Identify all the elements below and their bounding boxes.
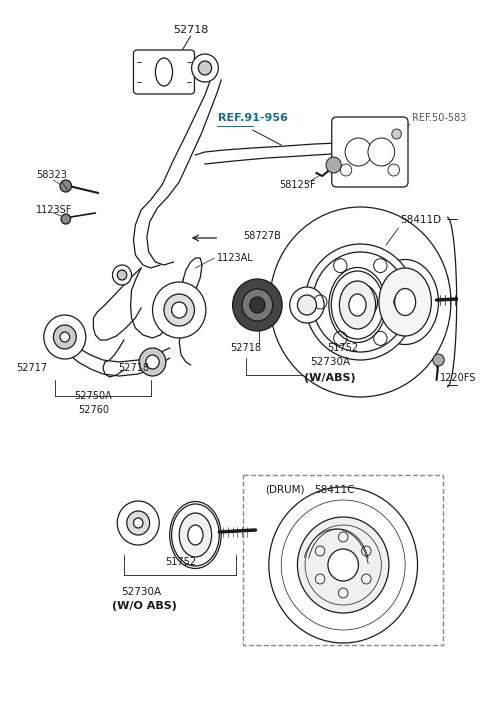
Text: (W/O ABS): (W/O ABS)	[112, 601, 177, 611]
Text: REF.50-583: REF.50-583	[412, 113, 466, 123]
Circle shape	[305, 244, 416, 360]
Text: 52718: 52718	[173, 25, 208, 35]
Ellipse shape	[339, 281, 375, 329]
Ellipse shape	[179, 513, 212, 557]
Circle shape	[290, 287, 324, 323]
Circle shape	[164, 294, 194, 326]
FancyBboxPatch shape	[133, 50, 194, 94]
Text: 1220FS: 1220FS	[441, 373, 477, 383]
Circle shape	[270, 207, 451, 397]
FancyBboxPatch shape	[332, 117, 408, 187]
Text: 58727B: 58727B	[243, 231, 281, 241]
Circle shape	[392, 129, 401, 139]
Circle shape	[171, 302, 187, 318]
Text: 52717: 52717	[16, 363, 48, 373]
Text: 52730A: 52730A	[310, 357, 350, 367]
Circle shape	[146, 355, 159, 369]
Text: 52760: 52760	[78, 405, 109, 415]
Circle shape	[433, 354, 444, 366]
Ellipse shape	[395, 289, 416, 316]
Text: 58411C: 58411C	[314, 485, 355, 495]
Circle shape	[61, 214, 71, 224]
Ellipse shape	[379, 268, 432, 336]
Circle shape	[60, 180, 72, 192]
Text: 58323: 58323	[36, 170, 67, 180]
Circle shape	[44, 315, 86, 359]
Circle shape	[298, 517, 389, 613]
FancyBboxPatch shape	[243, 475, 443, 645]
Circle shape	[345, 138, 372, 166]
Text: 52750A: 52750A	[74, 391, 112, 401]
Text: 58125F: 58125F	[279, 180, 316, 190]
Circle shape	[326, 157, 341, 173]
Ellipse shape	[171, 504, 219, 566]
Circle shape	[112, 265, 132, 285]
Circle shape	[298, 295, 316, 315]
Text: 1123SF: 1123SF	[36, 205, 72, 215]
Circle shape	[368, 138, 395, 166]
Circle shape	[117, 270, 127, 280]
Text: (DRUM): (DRUM)	[265, 485, 304, 495]
Circle shape	[198, 61, 212, 75]
Circle shape	[153, 282, 206, 338]
Ellipse shape	[156, 58, 172, 86]
Circle shape	[139, 348, 166, 376]
Text: 52718: 52718	[118, 363, 149, 373]
Ellipse shape	[349, 294, 366, 316]
Ellipse shape	[331, 271, 384, 339]
Circle shape	[242, 289, 273, 321]
Text: 51752: 51752	[166, 557, 197, 567]
Text: 52718: 52718	[230, 343, 262, 353]
Text: 52730A: 52730A	[121, 587, 161, 597]
Ellipse shape	[372, 259, 439, 345]
Circle shape	[127, 511, 150, 535]
Circle shape	[250, 297, 265, 313]
Ellipse shape	[188, 525, 203, 545]
Text: REF.91-956: REF.91-956	[218, 113, 288, 123]
Circle shape	[328, 549, 359, 581]
Circle shape	[60, 332, 70, 342]
Text: 51752: 51752	[328, 343, 359, 353]
Circle shape	[233, 279, 282, 331]
Text: 1123AL: 1123AL	[217, 253, 254, 263]
Text: (W/ABS): (W/ABS)	[304, 373, 356, 383]
Circle shape	[312, 252, 408, 352]
Circle shape	[53, 325, 76, 349]
Circle shape	[343, 284, 377, 320]
Text: 58411D: 58411D	[400, 215, 442, 225]
Circle shape	[192, 54, 218, 82]
Circle shape	[133, 518, 143, 528]
Circle shape	[269, 487, 418, 643]
Circle shape	[117, 501, 159, 545]
